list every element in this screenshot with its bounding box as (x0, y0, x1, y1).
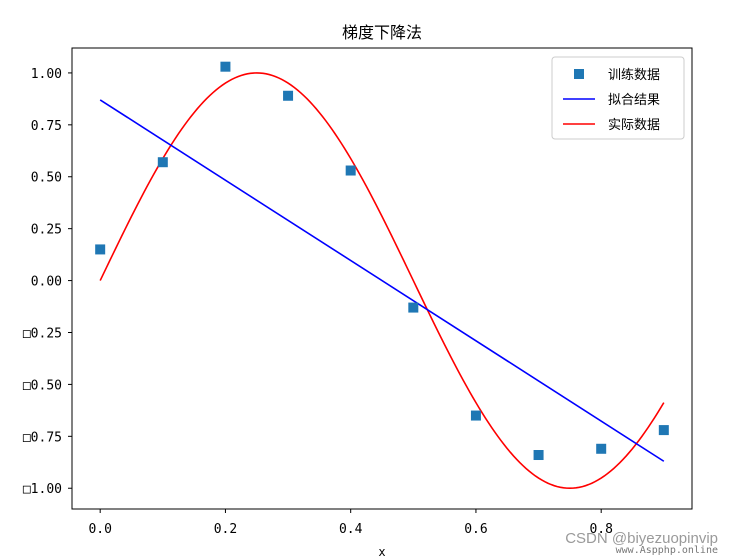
y-tick-label: 0.50 (31, 171, 62, 186)
y-axis: 1.00 0.75 0.50 0.25 0.00 □0.25 □0.50 □0.75 □1.00 (23, 67, 72, 497)
legend-label: 训练数据 (608, 68, 660, 83)
series-layer (95, 61, 669, 490)
x-tick-label: 0.4 (339, 522, 363, 537)
x-tick-label: 0.0 (88, 522, 111, 537)
training-data-point (470, 410, 481, 421)
training-data-point (596, 443, 607, 454)
chart-title: 梯度下降法 (342, 23, 422, 42)
training-data-point (283, 90, 294, 101)
watermark-url: www.Aspphp.online (615, 545, 718, 556)
actual-data-curve (99, 72, 665, 490)
training-data-point (533, 450, 544, 461)
y-tick-label: □0.50 (23, 378, 62, 393)
legend-marker-square (574, 69, 584, 79)
y-tick-label: □0.25 (23, 326, 62, 341)
training-data-point (658, 425, 669, 436)
y-tick-label: □0.75 (23, 430, 62, 445)
legend-box (551, 56, 685, 140)
watermark-text: CSDN @biyezuopinvip (565, 530, 718, 547)
training-data-point (220, 61, 231, 72)
training-data-point (408, 302, 419, 313)
x-axis: 0.0 0.2 0.4 0.6 0.8 (88, 509, 613, 537)
training-data-point (157, 157, 168, 168)
y-tick-label: 0.00 (31, 275, 62, 290)
x-tick-label: 0.2 (214, 522, 237, 537)
x-tick-label: 0.6 (464, 522, 487, 537)
y-tick-label: 0.75 (31, 119, 62, 134)
training-data-point (345, 165, 356, 176)
y-tick-label: 0.25 (31, 223, 62, 238)
x-tick-label: 0.8 (589, 522, 612, 537)
fit-result-line (99, 99, 665, 462)
training-data-point (95, 244, 106, 255)
legend-label: 拟合结果 (608, 93, 660, 108)
legend-label: 实际数据 (608, 118, 660, 133)
x-axis-label: x (378, 545, 385, 557)
y-tick-label: □1.00 (23, 482, 62, 497)
y-tick-label: 1.00 (31, 67, 62, 82)
